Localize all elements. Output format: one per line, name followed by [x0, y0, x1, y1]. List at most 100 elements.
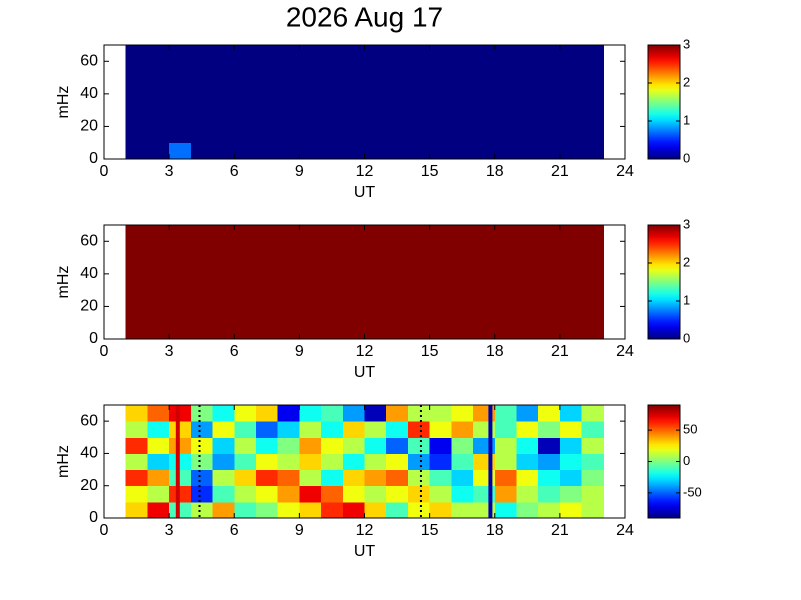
heatmap-cell	[212, 469, 235, 487]
heatmap-cell	[559, 273, 583, 291]
heatmap-cell	[559, 45, 583, 62]
heatmap-cell	[190, 241, 214, 259]
heatmap-cell	[169, 273, 192, 291]
colorbar-tick-label: 2	[683, 74, 690, 89]
heatmap-cell	[169, 225, 192, 242]
heatmap-cell	[386, 61, 409, 79]
x-tick-label: 9	[295, 163, 304, 180]
heatmap-cell	[190, 61, 214, 79]
heatmap-cell	[234, 469, 257, 487]
heatmap-cell	[342, 469, 365, 487]
heatmap-cell	[364, 45, 387, 62]
heatmap-cell	[407, 142, 431, 160]
heatmap-cell	[190, 225, 214, 242]
heatmap-cell	[321, 241, 344, 259]
heatmap-cell	[212, 45, 235, 62]
heatmap-cell	[429, 110, 452, 127]
heatmap-cell	[255, 501, 279, 519]
heatmap-cell	[494, 501, 517, 519]
heatmap-cell	[516, 322, 539, 340]
heatmap-cell	[299, 273, 322, 291]
heatmap-cell	[364, 241, 387, 259]
heatmap-cell	[538, 469, 561, 487]
heatmap-cell	[516, 241, 539, 259]
heatmap-cell	[559, 257, 583, 275]
heatmap-cell	[386, 241, 409, 259]
heatmap-cell	[581, 110, 604, 127]
y-axis-label: mHz	[55, 445, 72, 478]
heatmap-cell	[559, 126, 583, 144]
heatmap-cell	[255, 93, 279, 111]
heatmap-cell	[147, 290, 170, 307]
heatmap-cell	[494, 290, 517, 307]
chart-title: 2026 Aug 17	[286, 1, 443, 32]
heatmap-cell	[321, 273, 344, 291]
heatmap-cell	[407, 126, 431, 144]
heatmap-cell	[386, 437, 409, 454]
heatmap-cell	[581, 405, 604, 422]
x-tick-label: 3	[165, 163, 174, 180]
heatmap-cell	[516, 290, 539, 307]
heatmap-cell	[581, 273, 604, 291]
heatmap-cell	[581, 421, 604, 438]
heatmap-cell	[429, 77, 452, 95]
heatmap-cell	[473, 61, 496, 79]
heatmap-cell	[451, 306, 474, 324]
heatmap-cell	[125, 257, 148, 275]
heatmap-cell	[299, 469, 322, 487]
x-tick-label: 24	[616, 163, 634, 180]
heatmap-cell	[321, 421, 344, 438]
x-tick-label: 12	[356, 343, 374, 360]
heatmap-cell	[429, 405, 452, 422]
heatmap-cell	[473, 257, 496, 275]
heatmap-cell	[494, 421, 517, 438]
heatmap-cell	[147, 241, 170, 259]
heatmap-cell	[538, 273, 561, 291]
heatmap	[125, 225, 604, 340]
heatmap-cell	[559, 469, 583, 487]
heatmap-cell	[516, 405, 539, 422]
heatmap-cell	[386, 405, 409, 422]
heatmap-cell	[234, 306, 257, 324]
heatmap-cell	[538, 77, 561, 95]
heatmap-cell	[429, 45, 452, 62]
heatmap-cell	[234, 421, 257, 438]
heatmap-cell	[429, 93, 452, 111]
heatmap-cell	[125, 469, 148, 487]
heatmap-cell	[255, 421, 279, 438]
heatmap-cell	[212, 93, 235, 111]
heatmap-cell	[212, 77, 235, 95]
heatmap-cell	[407, 77, 431, 95]
heatmap-cell	[473, 142, 496, 160]
heatmap-cell	[147, 405, 170, 422]
heatmap-cell	[516, 437, 539, 454]
x-tick-label: 21	[551, 163, 569, 180]
heatmap-cell	[255, 322, 279, 340]
x-tick-label: 21	[551, 522, 569, 539]
heatmap-cell	[234, 501, 257, 519]
heatmap-cell	[277, 93, 300, 111]
heatmap-cell	[169, 241, 192, 259]
heatmap-cell	[342, 485, 365, 503]
heatmap-cell	[386, 110, 409, 127]
heatmap-cell	[277, 126, 300, 144]
heatmap-cell	[407, 61, 431, 79]
heatmap-cell	[407, 421, 431, 438]
heatmap-cell	[299, 501, 322, 519]
y-axis-label: mHz	[55, 86, 72, 119]
heatmap-cell	[516, 306, 539, 324]
heatmap-cell	[234, 241, 257, 259]
heatmap-cell	[516, 257, 539, 275]
heatmap-cell	[147, 469, 170, 487]
heatmap-cell	[538, 290, 561, 307]
x-tick-label: 6	[230, 522, 239, 539]
heatmap-cell	[473, 225, 496, 242]
heatmap-cell	[277, 322, 300, 340]
heatmap-cell	[234, 110, 257, 127]
heatmap-cell	[429, 273, 452, 291]
heatmap-cell	[407, 93, 431, 111]
heatmap-cell	[581, 126, 604, 144]
heatmap-cell	[321, 93, 344, 111]
heatmap-cell	[299, 405, 322, 422]
